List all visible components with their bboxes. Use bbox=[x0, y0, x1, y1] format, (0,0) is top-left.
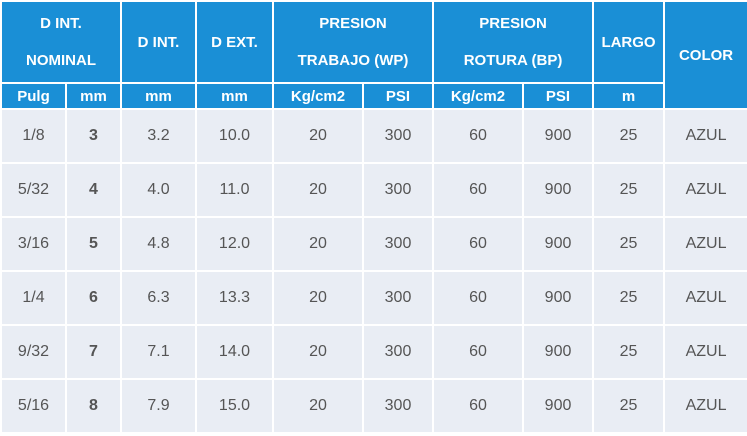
header-text: PRESION bbox=[479, 15, 547, 32]
column-group: D INT. NOMINAL bbox=[0, 0, 122, 84]
unit-label: mm bbox=[195, 82, 274, 110]
column-group: PRESION ROTURA (BP) bbox=[432, 0, 595, 84]
column-group: LARGO bbox=[592, 0, 666, 84]
cell: 300 bbox=[361, 378, 435, 434]
cell: 300 bbox=[361, 162, 435, 218]
header-text: D EXT. bbox=[211, 33, 258, 51]
cell: 11.0 bbox=[195, 162, 274, 218]
cell: 900 bbox=[522, 216, 595, 272]
cell: 12.0 bbox=[195, 216, 274, 272]
cell: 7.1 bbox=[120, 324, 197, 380]
cell: AZUL bbox=[663, 324, 747, 380]
cell: 20 bbox=[272, 108, 364, 164]
cell: 20 bbox=[272, 324, 364, 380]
cell: 60 bbox=[432, 270, 525, 326]
cell: AZUL bbox=[663, 378, 747, 434]
cell: 60 bbox=[432, 108, 525, 164]
column-group: PRESION TRABAJO (WP) bbox=[271, 0, 435, 84]
cell: 300 bbox=[361, 108, 435, 164]
cell: 9/32 bbox=[0, 324, 67, 380]
cell: 6.3 bbox=[120, 270, 197, 326]
unit-label: PSI bbox=[522, 82, 595, 110]
cell: 60 bbox=[432, 162, 525, 218]
cell: 6 bbox=[65, 270, 122, 326]
column-group: COLOR bbox=[663, 0, 747, 110]
cell: 4.0 bbox=[120, 162, 197, 218]
cell: 3 bbox=[65, 108, 122, 164]
cell: 7.9 bbox=[120, 378, 197, 434]
cell: AZUL bbox=[663, 216, 747, 272]
cell: 5/32 bbox=[0, 162, 67, 218]
cell: 900 bbox=[522, 324, 595, 380]
header-text: COLOR bbox=[678, 46, 734, 64]
table-header: D INT. NOMINAL D INT. D EXT. PRESION TRABAJO … bbox=[0, 0, 747, 110]
unit-label: Pulg bbox=[0, 82, 67, 110]
cell: 20 bbox=[272, 162, 364, 218]
data-row: 3/16 5 4.8 12.0 20 300 60 900 25 AZUL bbox=[0, 216, 747, 272]
header-text: PRESION bbox=[319, 15, 387, 32]
cell: 25 bbox=[592, 378, 666, 434]
data-row: 5/32 4 4.0 11.0 20 300 60 900 25 AZUL bbox=[0, 162, 747, 218]
data-row: 1/8 3 3.2 10.0 20 300 60 900 25 AZUL bbox=[0, 108, 747, 164]
cell: 300 bbox=[361, 270, 435, 326]
data-row: 9/32 7 7.1 14.0 20 300 60 900 25 AZUL bbox=[0, 324, 747, 380]
cell: 60 bbox=[432, 378, 525, 434]
cell: AZUL bbox=[663, 270, 747, 326]
cell: 25 bbox=[592, 324, 666, 380]
cell: 25 bbox=[592, 162, 666, 218]
unit-label: m bbox=[592, 82, 666, 110]
cell: 3.2 bbox=[120, 108, 197, 164]
unit-row: Pulg mm mm mm Kg/cm2 PSI Kg/cm2 PSI m bbox=[0, 82, 747, 110]
cell: 5 bbox=[65, 216, 122, 272]
header-text: LARGO bbox=[601, 33, 656, 51]
cell: 5/16 bbox=[0, 378, 67, 434]
cell: 25 bbox=[592, 216, 666, 272]
cell: 60 bbox=[432, 216, 525, 272]
cell: 15.0 bbox=[195, 378, 274, 434]
unit-label: mm bbox=[120, 82, 197, 110]
unit-label: mm bbox=[65, 82, 122, 110]
cell: 900 bbox=[522, 378, 595, 434]
header-text: NOMINAL bbox=[26, 52, 96, 69]
column-group: D EXT. bbox=[195, 0, 274, 84]
cell: AZUL bbox=[663, 162, 747, 218]
unit-label: Kg/cm2 bbox=[432, 82, 525, 110]
cell: 900 bbox=[522, 162, 595, 218]
header-text: D INT. bbox=[40, 15, 82, 32]
cell: 25 bbox=[592, 270, 666, 326]
unit-label: PSI bbox=[361, 82, 435, 110]
cell: 4.8 bbox=[120, 216, 197, 272]
header-row: D INT. NOMINAL D INT. D EXT. PRESION TRABAJO … bbox=[0, 0, 747, 110]
cell: 900 bbox=[522, 108, 595, 164]
data-row: 5/16 8 7.9 15.0 20 300 60 900 25 AZUL bbox=[0, 378, 747, 434]
cell: 20 bbox=[272, 270, 364, 326]
cell: 20 bbox=[272, 378, 364, 434]
table-body: 1/8 3 3.2 10.0 20 300 60 900 25 AZUL 5/32 4 4.0 11.0 2… bbox=[0, 108, 747, 434]
cell: 20 bbox=[272, 216, 364, 272]
cell: 14.0 bbox=[195, 324, 274, 380]
cell: 900 bbox=[522, 270, 595, 326]
cell: 13.3 bbox=[195, 270, 274, 326]
unit-label: Kg/cm2 bbox=[272, 82, 364, 110]
cell: 1/4 bbox=[0, 270, 67, 326]
cell: 300 bbox=[361, 324, 435, 380]
data-row: 1/4 6 6.3 13.3 20 300 60 900 25 AZUL bbox=[0, 270, 747, 326]
cell: 60 bbox=[432, 324, 525, 380]
header-text: D INT. bbox=[137, 33, 180, 51]
cell: 300 bbox=[361, 216, 435, 272]
cell: 10.0 bbox=[195, 108, 274, 164]
cell: 1/8 bbox=[0, 108, 67, 164]
cell: 7 bbox=[65, 324, 122, 380]
header-text: ROTURA (BP) bbox=[463, 52, 563, 69]
cell: 3/16 bbox=[0, 216, 67, 272]
cell: AZUL bbox=[663, 108, 747, 164]
cell: 25 bbox=[592, 108, 666, 164]
cell: 8 bbox=[65, 378, 122, 434]
header-text: TRABAJO (WP) bbox=[297, 52, 409, 69]
cell: 4 bbox=[65, 162, 122, 218]
column-group: D INT. bbox=[120, 0, 197, 84]
